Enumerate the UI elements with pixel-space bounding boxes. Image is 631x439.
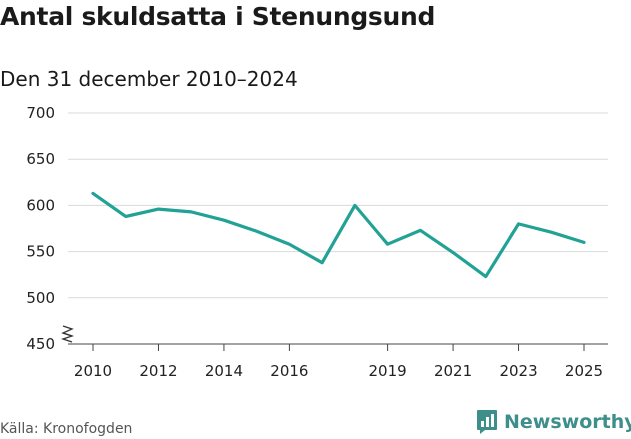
x-tick-label: 2019 — [369, 362, 407, 380]
x-tick-label: 2010 — [74, 362, 112, 380]
y-tick-label: 550 — [26, 243, 55, 261]
x-tick-label: 2023 — [499, 362, 537, 380]
chart-subtitle: Den 31 december 2010–2024 — [0, 67, 298, 91]
axis-break-icon — [60, 332, 75, 343]
y-tick-label: 450 — [26, 335, 55, 353]
y-tick-label: 700 — [26, 104, 55, 122]
series-line — [91, 191, 586, 279]
y-tick-label: 600 — [26, 196, 55, 214]
x-tick-label: 2025 — [565, 362, 603, 380]
chart-title: Antal skuldsatta i Stenungsund — [0, 2, 436, 31]
x-tick-label: 2014 — [205, 362, 243, 380]
y-tick-label: 650 — [26, 150, 55, 168]
brand-name: Newsworthy — [504, 411, 631, 433]
line-chart: 450 500 550 600 650 700 2010 2012 2014 2016 2019 2… — [26, 104, 608, 380]
newsworthy-logo-icon — [477, 410, 497, 434]
y-tick-label: 500 — [26, 289, 55, 307]
source-label: Källa: Kronofogden — [0, 421, 133, 437]
x-tick-label: 2021 — [434, 362, 472, 380]
x-tick-label: 2012 — [139, 362, 177, 380]
x-tick-label: 2016 — [270, 362, 308, 380]
brand-logo: Newsworthy — [476, 409, 631, 435]
